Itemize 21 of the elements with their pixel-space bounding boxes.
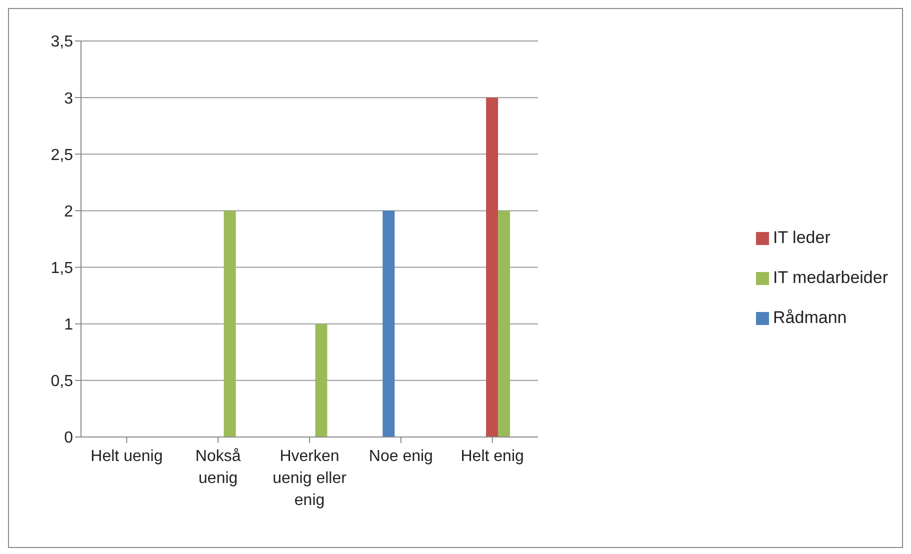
- x-tick-label: Helt enig: [460, 448, 524, 465]
- y-tick-label: 1,5: [50, 260, 74, 277]
- legend-label: IT leder: [773, 228, 830, 247]
- bar: [486, 98, 498, 437]
- x-tick-label: Hverken uenig eller enig: [272, 448, 348, 509]
- y-tick-label: 0,5: [50, 373, 74, 390]
- bar: [382, 210, 395, 437]
- x-tick-label: Nokså uenig: [195, 448, 241, 487]
- y-tick-label: 0: [64, 430, 74, 447]
- x-tick-label: Helt uenig: [90, 448, 163, 465]
- y-tick-label: 1: [64, 316, 74, 334]
- legend-label: IT medarbeider: [773, 268, 888, 287]
- bar: [498, 210, 510, 437]
- bar: [224, 210, 236, 437]
- bar: [315, 324, 328, 437]
- legend-label: Rådmann: [773, 308, 847, 327]
- y-tick-label: 2,5: [50, 146, 74, 164]
- x-tick-label: Noe enig: [368, 448, 433, 465]
- y-tick-label: 3,5: [50, 34, 74, 51]
- y-tick-label: 3: [64, 90, 74, 108]
- y-tick-label: 2: [64, 203, 74, 220]
